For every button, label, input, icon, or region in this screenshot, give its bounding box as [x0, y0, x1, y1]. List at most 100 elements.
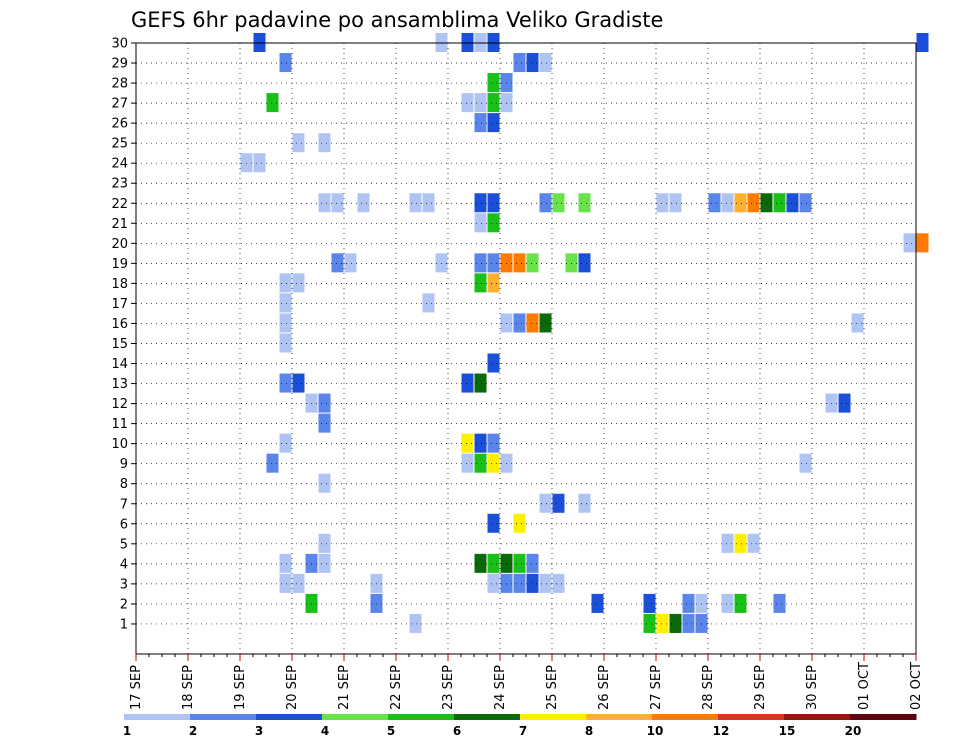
x-tick-label: 28 SEP: [701, 665, 716, 710]
data-cell: [526, 573, 539, 593]
data-cell: [279, 53, 292, 73]
data-cell: [734, 593, 747, 613]
data-cell: [578, 493, 591, 513]
data-cell: [474, 553, 487, 573]
data-cell: [474, 193, 487, 213]
data-cell: [266, 93, 279, 113]
data-cell: [825, 393, 838, 413]
colorbar-label: 6: [453, 724, 461, 738]
data-cell: [526, 553, 539, 573]
data-cell: [487, 253, 500, 273]
data-cell: [500, 253, 513, 273]
y-axis: 1234567891011121314151617181920212223242…: [111, 37, 136, 632]
y-tick-label: 28: [111, 77, 128, 92]
data-cell: [487, 193, 500, 213]
colorbar-swatch: [784, 714, 851, 720]
data-cell: [292, 273, 305, 293]
data-cell: [357, 193, 370, 213]
data-cell: [435, 253, 448, 273]
y-tick-label: 26: [111, 117, 128, 132]
data-cell: [721, 533, 734, 553]
x-tick-label: 17 SEP: [129, 665, 144, 710]
data-cell: [695, 593, 708, 613]
colorbar-swatch: [256, 714, 323, 720]
data-cell: [474, 213, 487, 233]
data-cell: [539, 193, 552, 213]
data-cell: [526, 313, 539, 333]
data-cell: [708, 193, 721, 213]
y-tick-label: 5: [120, 537, 128, 552]
x-tick-label: 22 SEP: [389, 665, 404, 710]
colorbar-swatch: [718, 714, 785, 720]
data-cell: [318, 553, 331, 573]
data-cell: [487, 513, 500, 533]
data-cell: [487, 73, 500, 93]
data-cell: [656, 613, 669, 633]
data-cell: [344, 253, 357, 273]
data-cell: [539, 313, 552, 333]
x-tick-label: 23 SEP: [441, 665, 456, 710]
data-cell: [422, 193, 435, 213]
data-cell: [370, 573, 383, 593]
data-cell: [578, 193, 591, 213]
data-cell: [487, 213, 500, 233]
data-cell: [279, 293, 292, 313]
data-cell: [318, 473, 331, 493]
data-cell: [305, 393, 318, 413]
data-cell: [292, 373, 305, 393]
data-cell: [474, 433, 487, 453]
colorbar-label: 3: [255, 724, 263, 738]
data-cell: [279, 313, 292, 333]
x-tick-label: 27 SEP: [649, 665, 664, 710]
data-cell: [461, 433, 474, 453]
y-tick-label: 13: [111, 377, 128, 392]
data-cell: [305, 553, 318, 573]
data-cell: [500, 553, 513, 573]
data-cell: [370, 593, 383, 613]
data-cell: [539, 493, 552, 513]
x-tick-label: 26 SEP: [597, 665, 612, 710]
data-cell: [500, 573, 513, 593]
data-cell: [734, 533, 747, 553]
colorbar: 1 2 3 4 5 6 7 8 10 12 15 20: [123, 714, 917, 738]
data-cell: [474, 253, 487, 273]
colorbar-swatch: [586, 714, 653, 720]
data-cell: [552, 493, 565, 513]
y-tick-label: 12: [111, 397, 128, 412]
data-cell: [331, 193, 344, 213]
grid-layer: [136, 42, 916, 654]
data-cell: [552, 193, 565, 213]
y-tick-label: 7: [120, 497, 128, 512]
data-cell: [279, 573, 292, 593]
data-cell: [786, 193, 799, 213]
data-cell: [474, 32, 487, 53]
colorbar-label: 4: [321, 724, 329, 738]
data-cell: [487, 273, 500, 293]
cell-layer: [240, 32, 929, 633]
colorbar-swatch: [454, 714, 521, 720]
colorbar-swatch: [322, 714, 389, 720]
data-cell: [760, 193, 773, 213]
data-cell: [461, 453, 474, 473]
y-tick-label: 4: [120, 557, 128, 572]
data-cell: [487, 553, 500, 573]
colorbar-label: 2: [189, 724, 197, 738]
data-cell: [487, 32, 500, 53]
data-cell: [578, 253, 591, 273]
data-cell: [318, 193, 331, 213]
y-tick-label: 15: [111, 337, 128, 352]
y-tick-label: 16: [111, 317, 128, 332]
data-cell: [435, 32, 448, 53]
data-cell: [643, 613, 656, 633]
data-cell: [487, 573, 500, 593]
data-cell: [487, 113, 500, 133]
data-cell: [279, 373, 292, 393]
y-tick-label: 27: [111, 97, 128, 112]
data-cell: [292, 573, 305, 593]
data-cell: [266, 453, 279, 473]
data-cell: [513, 53, 526, 73]
data-cell: [682, 613, 695, 633]
data-cell: [916, 32, 929, 53]
data-cell: [253, 32, 266, 53]
data-cell: [773, 593, 786, 613]
